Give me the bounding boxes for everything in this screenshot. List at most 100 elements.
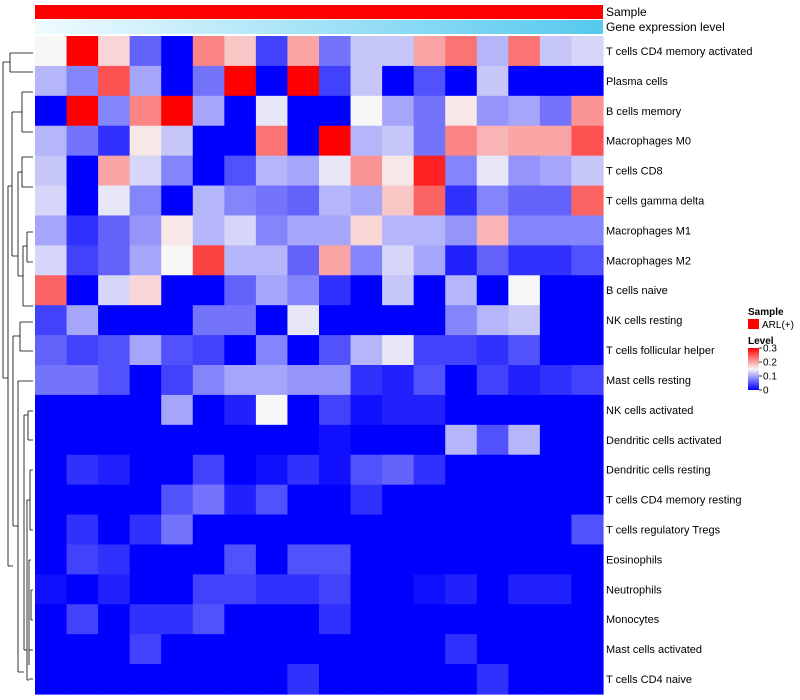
heatmap-cell [508,335,541,366]
heatmap-cell [255,335,289,366]
heatmap-cell [508,634,541,665]
heatmap-cell [571,664,604,695]
heatmap-cell [539,604,573,635]
heatmap-cell [382,424,415,456]
heatmap-cell [192,544,225,575]
heatmap-cell [287,544,320,575]
heatmap-cell [319,574,352,605]
legend-level-colorbar [748,348,759,390]
heatmap-cell [350,95,383,127]
heatmap-cell [445,544,478,575]
heatmap-cell [287,155,320,187]
heatmap-cell [98,305,131,336]
heatmap-cell [129,245,162,276]
heatmap-cell [382,36,415,67]
legend-tick-label: 0.3 [763,344,777,355]
heatmap-cell [445,664,478,695]
heatmap-cell [224,514,257,546]
heatmap-cell [255,215,289,246]
heatmap-cell [161,664,194,695]
heatmap-cell [476,544,509,575]
heatmap-cell [66,365,99,396]
heatmap-cell [192,185,225,217]
legend: Sample ARL(+) Level 0.3 0.2 0.1 0 [748,307,794,397]
heatmap-cell [476,335,509,366]
heatmap-cell [413,95,446,127]
heatmap-cell [129,215,162,246]
heatmap-cell [287,394,320,426]
heatmap-cell [350,125,383,157]
heatmap-cell [98,634,131,665]
heatmap-cell [476,125,509,157]
heatmap-cell [192,664,225,695]
heatmap-cell [382,394,415,426]
heatmap-cell [319,245,352,276]
heatmap-cell [66,484,99,516]
heatmap-cell [413,424,446,456]
heatmap-cell [571,36,604,67]
heatmap-cell [445,215,478,246]
heatmap-cell [161,65,194,97]
heatmap-cell [571,394,604,426]
heatmap-cell [319,544,352,575]
heatmap-cell [382,454,415,486]
heatmap-cell [382,664,415,695]
heatmap-cell [35,365,68,396]
heatmap-cell [161,305,194,336]
heatmap-cell [129,394,162,426]
row-label: Macrophages M0 [606,136,691,148]
heatmap-cell [571,155,604,187]
heatmap-cell [571,544,604,575]
heatmap-cell [192,155,225,187]
heatmap-cell [539,634,573,665]
heatmap-cell [476,245,509,276]
heatmap-cell [161,185,194,217]
heatmap-cell [192,424,225,456]
heatmap-cell [35,275,68,306]
heatmap-cell [445,305,478,336]
row-label: Macrophages M1 [606,225,691,237]
heatmap-cell [224,36,257,67]
heatmap-cell [98,604,131,635]
heatmap-cell [319,155,352,187]
heatmap-cell [445,95,478,127]
heatmap-cell [35,155,68,187]
heatmap-cell [129,365,162,396]
heatmap-cell [192,245,225,276]
heatmap-cell [192,275,225,306]
heatmap-cell [319,185,352,217]
heatmap-cell [539,275,573,306]
heatmap-cell [255,125,289,157]
heatmap-cell [35,634,68,665]
heatmap-cell [161,215,194,246]
heatmap-cell [539,424,573,456]
heatmap-cell [539,514,573,546]
heatmap-cell [66,215,99,246]
heatmap-cell [539,394,573,426]
heatmap-cell [35,335,68,366]
heatmap-cell [508,574,541,605]
legend-level-title: Level [748,336,774,347]
heatmap-cell [129,305,162,336]
heatmap-cell [476,215,509,246]
heatmap-cell [192,574,225,605]
heatmap-cell [287,634,320,665]
heatmap-cell [350,275,383,306]
heatmap-cell [382,185,415,217]
row-label: T cells gamma delta [606,196,705,208]
heatmap-cell [224,454,257,486]
row-label: T cells regulatory Tregs [606,525,721,537]
heatmap-cell [382,65,415,97]
heatmap-cell [192,95,225,127]
heatmap-cell [129,185,162,217]
heatmap-cell [413,36,446,67]
heatmap-cell [508,484,541,516]
row-label: Eosinophils [606,554,663,566]
heatmap-cell [255,275,289,306]
heatmap-cell [476,454,509,486]
heatmap-cell [66,454,99,486]
heatmap-cell [161,424,194,456]
heatmap-cell [445,245,478,276]
heatmap-cell [413,65,446,97]
heatmap-cell [319,424,352,456]
